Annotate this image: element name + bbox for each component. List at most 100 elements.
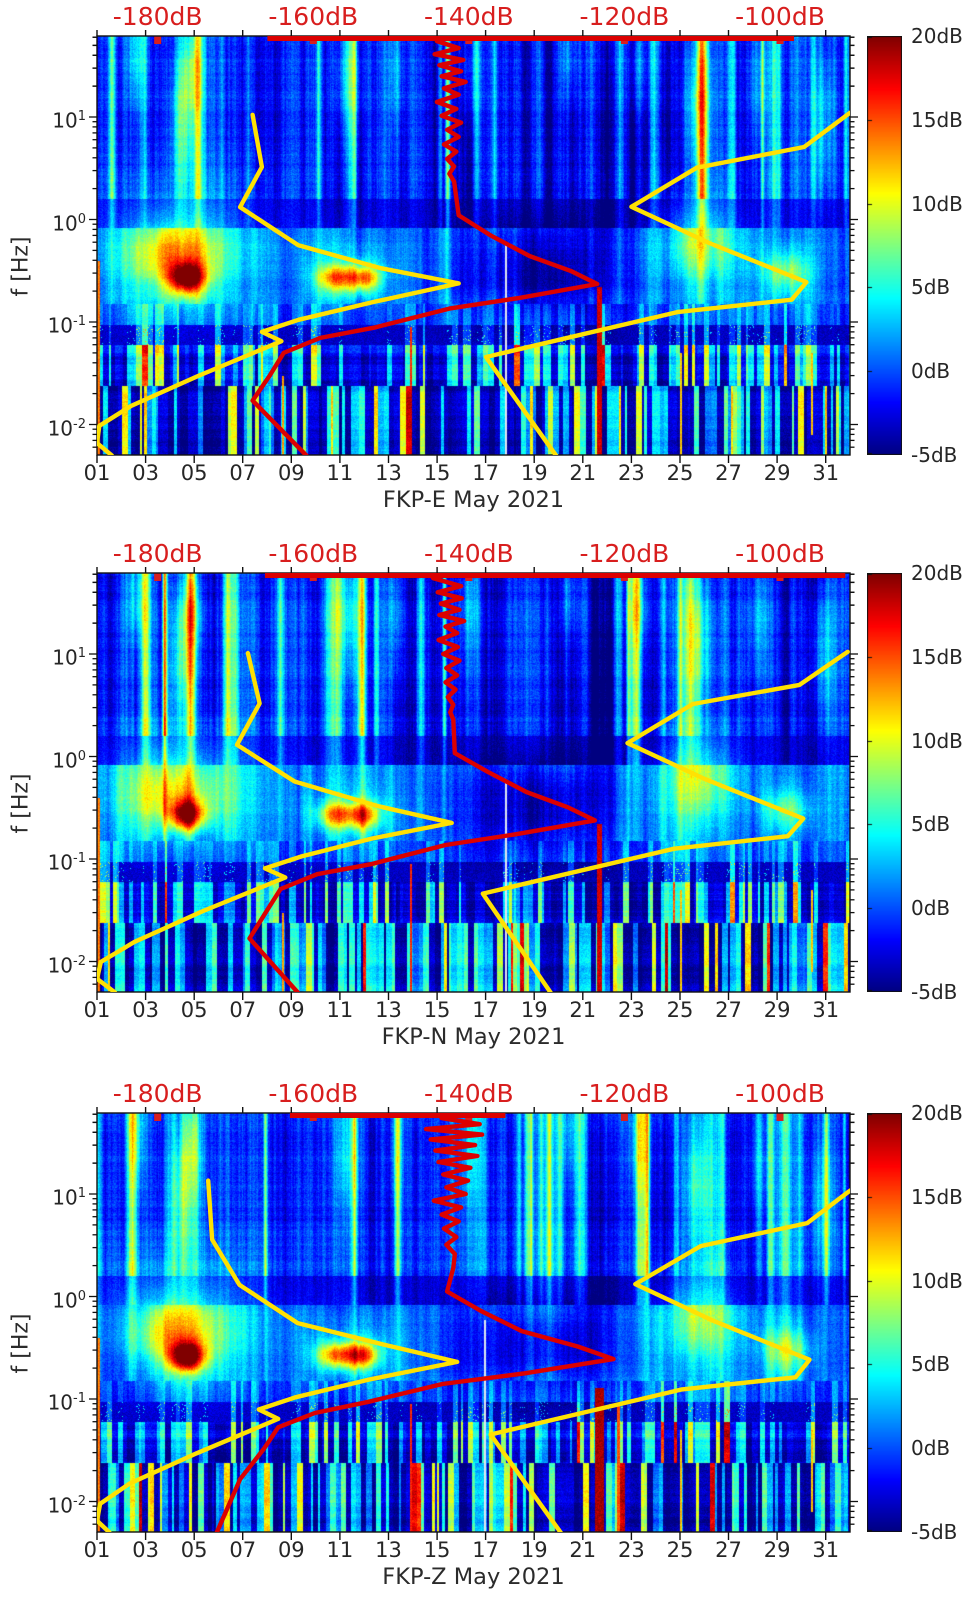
top-db-tick-label: -180dB: [112, 539, 203, 568]
colorbar-tick-label: 20dB: [911, 1101, 962, 1125]
x-tick-label: 27: [715, 461, 742, 485]
x-tick-label: 21: [569, 998, 597, 1022]
spectrogram-canvas: [97, 36, 850, 455]
x-tick-label: 05: [180, 998, 208, 1022]
x-tick-label: 11: [326, 461, 354, 485]
x-tick-label: 27: [715, 1538, 742, 1562]
x-tick-label: 25: [666, 461, 694, 485]
colorbar-tick-label: 5dB: [911, 1352, 951, 1377]
x-tick-label: 27: [715, 998, 742, 1022]
x-tick-label: 07: [229, 998, 257, 1022]
x-tick-label: 15: [423, 998, 451, 1022]
x-tick-label: 29: [763, 1538, 791, 1562]
top-db-tick-label: -180dB: [112, 2, 203, 31]
colorbar-tick-label: 0dB: [911, 359, 951, 384]
panel-title: FKP-Z May 2021: [382, 1564, 565, 1590]
x-tick-label: 11: [326, 1538, 354, 1562]
x-tick-label: 09: [277, 998, 305, 1022]
top-db-tick-label: -100dB: [735, 539, 825, 568]
x-tick-label: 23: [618, 461, 645, 485]
x-tick-label: 05: [180, 1538, 208, 1562]
x-tick-label: 29: [763, 461, 791, 485]
colorbar-tick-label: 15dB: [911, 107, 962, 132]
y-tick-label: 100: [52, 748, 86, 773]
colorbar-tick-label: 20dB: [911, 24, 962, 48]
x-tick-label: 01: [83, 461, 111, 485]
top-db-tick-label: -100dB: [735, 1079, 825, 1108]
top-db-tick-label: -120dB: [579, 539, 670, 568]
x-tick-label: 03: [132, 1538, 159, 1562]
colorbar-tick-label: 5dB: [911, 275, 951, 300]
x-tick-label: 17: [472, 1538, 499, 1562]
colorbar: [867, 36, 902, 455]
y-tick-label: 101: [52, 108, 86, 133]
x-tick-label: 03: [132, 461, 159, 485]
top-db-tick-label: -140dB: [423, 2, 514, 31]
y-tick-label: 10-2: [47, 953, 86, 978]
x-tick-label: 29: [763, 998, 791, 1022]
colorbar-tick-label: 10dB: [911, 728, 962, 753]
panel-title: FKP-N May 2021: [381, 1024, 566, 1050]
x-tick-label: 25: [666, 1538, 694, 1562]
colorbar-tick-label: -5dB: [911, 1520, 958, 1544]
colorbar-tick-label: 10dB: [911, 191, 962, 216]
y-tick-label: 101: [52, 645, 86, 670]
x-tick-label: 07: [229, 1538, 257, 1562]
panel-fkp-n: f [Hz] FKP-N May 2021 -180dB -160dB -140dB…: [0, 537, 962, 1074]
y-tick-label: 100: [52, 211, 86, 236]
x-tick-label: 07: [229, 461, 257, 485]
top-db-tick-label: -180dB: [112, 1079, 203, 1108]
colorbar: [867, 573, 902, 992]
colorbar-tick-label: -5dB: [911, 443, 958, 467]
x-tick-label: 09: [277, 1538, 305, 1562]
top-db-tick-label: -140dB: [423, 539, 514, 568]
y-tick-label: 10-1: [47, 313, 86, 338]
colorbar-tick-label: 0dB: [911, 1436, 951, 1461]
x-tick-label: 19: [520, 1538, 548, 1562]
x-tick-label: 19: [520, 461, 548, 485]
x-tick-label: 13: [375, 1538, 402, 1562]
y-tick-label: 10-2: [47, 416, 86, 441]
colorbar-tick-label: 5dB: [911, 812, 951, 837]
top-db-tick-label: -160dB: [268, 2, 359, 31]
y-tick-label: 10-2: [47, 1493, 86, 1518]
colorbar-tick-label: 15dB: [911, 644, 962, 669]
top-db-tick-label: -160dB: [268, 539, 359, 568]
colorbar-tick-label: 15dB: [911, 1184, 962, 1209]
x-tick-label: 21: [569, 1538, 597, 1562]
x-tick-label: 31: [812, 1538, 840, 1562]
x-tick-label: 17: [472, 998, 499, 1022]
x-tick-label: 31: [812, 461, 840, 485]
x-tick-label: 13: [375, 461, 402, 485]
x-tick-label: 13: [375, 998, 402, 1022]
colorbar: [867, 1113, 902, 1532]
x-tick-label: 31: [812, 998, 840, 1022]
top-db-tick-label: -160dB: [268, 1079, 359, 1108]
panel-fkp-e: f [Hz] FKP-E May 2021 -180dB -160dB -140dB…: [0, 0, 962, 537]
colorbar-tick-label: 0dB: [911, 896, 951, 921]
y-tick-label: 10-1: [47, 850, 86, 875]
x-tick-label: 19: [520, 998, 548, 1022]
colorbar-tick-label: -5dB: [911, 980, 958, 1004]
x-tick-label: 01: [83, 1538, 111, 1562]
x-tick-label: 03: [132, 998, 159, 1022]
x-tick-label: 21: [569, 461, 597, 485]
top-db-tick-label: -120dB: [579, 2, 670, 31]
x-tick-label: 25: [666, 998, 694, 1022]
x-tick-label: 17: [472, 461, 499, 485]
spectrogram-canvas: [97, 573, 850, 992]
x-tick-label: 15: [423, 1538, 451, 1562]
x-tick-label: 09: [277, 461, 305, 485]
panel-fkp-z: f [Hz] FKP-Z May 2021 -180dB -160dB -140dB…: [0, 1077, 962, 1614]
x-tick-label: 11: [326, 998, 354, 1022]
x-tick-label: 23: [618, 998, 645, 1022]
top-db-tick-label: -100dB: [735, 2, 825, 31]
top-db-tick-label: -140dB: [423, 1079, 514, 1108]
y-tick-label: 10-1: [47, 1390, 86, 1415]
spectrogram-canvas: [97, 1113, 850, 1532]
colorbar-tick-label: 20dB: [911, 561, 962, 585]
x-tick-label: 01: [83, 998, 111, 1022]
panel-title: FKP-E May 2021: [382, 487, 565, 513]
y-tick-label: 101: [52, 1185, 86, 1210]
